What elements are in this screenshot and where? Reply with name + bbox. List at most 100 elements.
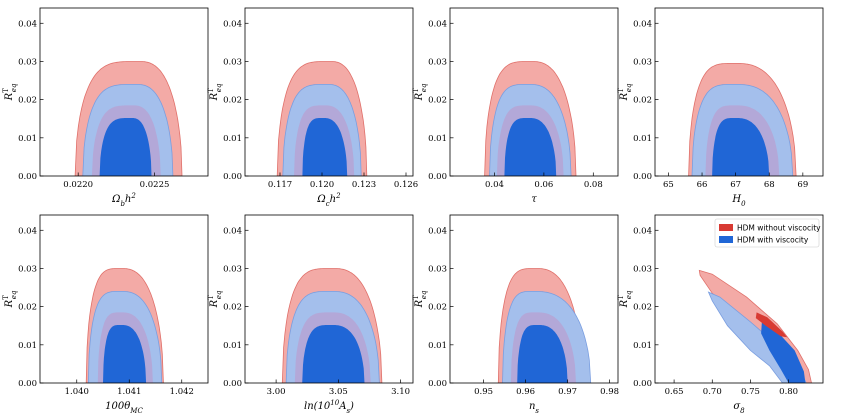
x-axis-label: H0 — [731, 194, 746, 208]
x-tick-label: 0.123 — [352, 180, 376, 190]
y-tick-label: 0.00 — [428, 379, 447, 389]
x-tick-label: 1.041 — [117, 387, 141, 397]
y-axis-label: RTeq — [617, 83, 633, 101]
x-axis-label: σ8 — [733, 401, 745, 415]
y-tick-label: 0.04 — [428, 226, 447, 236]
y-tick-label: 0.00 — [223, 379, 242, 389]
y-tick-label: 0.02 — [633, 303, 652, 313]
x-tick-label: 66 — [697, 180, 708, 190]
plot-area — [74, 61, 183, 176]
y-tick-label: 0.03 — [223, 264, 242, 274]
x-tick-label: 0.95 — [474, 387, 493, 397]
panel-5: 0.00 0.01 0.02 0.03 0.04 1.040 1.041 1.042 100θM… — [2, 214, 209, 415]
x-tick-label: 1.042 — [170, 387, 194, 397]
y-axis-label: RTeq — [207, 83, 223, 101]
x-tick-label: 0.75 — [741, 387, 760, 397]
y-tick-label: 0.04 — [633, 19, 652, 29]
x-tick-label: 0.80 — [779, 387, 798, 397]
y-tick-label: 0.02 — [428, 96, 447, 106]
y-tick-label: 0.04 — [428, 19, 447, 29]
y-tick-label: 0.02 — [223, 303, 242, 313]
y-tick-label: 0.03 — [428, 57, 447, 67]
x-tick-label: 0.126 — [394, 180, 418, 190]
x-tick-label: 0.117 — [268, 180, 292, 190]
axes-frame — [39, 7, 209, 177]
axes-frame — [449, 7, 619, 177]
legend-label: HDM without viscocity — [737, 224, 821, 233]
y-tick-label: 0.03 — [633, 57, 652, 67]
legend-label: HDM with viscocity — [737, 236, 809, 245]
x-tick-label: 3.05 — [329, 387, 348, 397]
y-tick-label: 0.00 — [223, 172, 242, 182]
panel-8: 0.00 0.01 0.02 0.03 0.04 0.65 0.70 0.75 0.80 σ8 RT… — [617, 214, 824, 415]
y-tick-label: 0.02 — [18, 303, 37, 313]
y-tick-label: 0.01 — [428, 134, 447, 144]
y-tick-label: 0.01 — [633, 134, 652, 144]
legend: HDM without viscocity HDM with viscocity — [714, 218, 821, 248]
panel-7: 0.00 0.01 0.02 0.03 0.04 0.95 0.96 0.97 0.98 ns RT… — [412, 214, 619, 415]
y-tick-label: 0.04 — [18, 19, 37, 29]
legend-swatch — [719, 224, 733, 231]
x-axis-label: τ — [531, 194, 537, 205]
plot-area — [688, 63, 797, 176]
y-tick-label: 0.02 — [223, 96, 242, 106]
y-tick-label: 0.00 — [18, 379, 37, 389]
x-tick-label: 0.97 — [558, 387, 577, 397]
axes-frame — [244, 7, 414, 177]
y-tick-label: 0.04 — [18, 226, 37, 236]
x-tick-label: 0.65 — [665, 387, 684, 397]
x-tick-label: 0.96 — [516, 387, 535, 397]
y-tick-label: 0.02 — [428, 303, 447, 313]
x-axis-label: 100θMC — [105, 401, 143, 415]
x-tick-label: 3.10 — [391, 387, 410, 397]
x-tick-label: 0.98 — [600, 387, 619, 397]
x-tick-label: 0.70 — [703, 387, 722, 397]
axes-frame — [654, 214, 824, 384]
x-tick-label: 0.0225 — [140, 180, 170, 190]
y-tick-label: 0.00 — [633, 172, 652, 182]
red-inner-contour — [755, 312, 788, 338]
x-tick-label: 0.120 — [310, 180, 334, 190]
y-tick-label: 0.01 — [223, 341, 242, 351]
y-axis-label: RTeq — [412, 83, 428, 101]
y-tick-label: 0.01 — [633, 341, 652, 351]
y-tick-label: 0.00 — [428, 172, 447, 182]
y-tick-label: 0.03 — [428, 264, 447, 274]
panel-1: 0.00 0.01 0.02 0.03 0.04 0.0220 0.0225 Ωbh2 RTeq — [2, 7, 209, 208]
y-tick-label: 0.04 — [633, 226, 652, 236]
y-tick-label: 0.04 — [223, 19, 242, 29]
axes-frame — [449, 214, 619, 384]
y-tick-label: 0.03 — [18, 57, 37, 67]
x-tick-label: 0.04 — [485, 180, 504, 190]
legend-swatch — [719, 236, 733, 243]
x-tick-label: 0.06 — [534, 180, 553, 190]
axes-frame — [244, 214, 414, 384]
x-tick-label: 68 — [764, 180, 775, 190]
y-axis-label: RTeq — [2, 290, 18, 308]
legend-box — [714, 218, 820, 248]
plot-area — [276, 61, 368, 176]
y-tick-label: 0.01 — [223, 134, 242, 144]
blue-inner-contour — [517, 325, 568, 383]
x-axis-label: Ωbh2 — [111, 192, 136, 208]
panel-3: 0.00 0.01 0.02 0.03 0.04 0.04 0.06 0.08 τ RTeq — [412, 7, 619, 205]
axes-frame — [39, 214, 209, 384]
panel-4: 0.00 0.01 0.02 0.03 0.04 65 66 67 68 69 H0 RTeq — [617, 7, 824, 208]
x-tick-label: 3.00 — [267, 387, 286, 397]
x-tick-label: 0.0220 — [63, 180, 93, 190]
y-tick-label: 0.01 — [18, 341, 37, 351]
plot-area — [85, 268, 164, 383]
x-tick-label: 67 — [730, 180, 741, 190]
plot-area — [497, 268, 592, 383]
y-tick-label: 0.02 — [633, 96, 652, 106]
x-axis-label: ln(1010As) — [304, 399, 354, 415]
x-tick-label: 65 — [663, 180, 674, 190]
blue-inner-contour — [302, 325, 365, 383]
x-tick-label: 1.040 — [65, 387, 89, 397]
y-tick-label: 0.00 — [18, 172, 37, 182]
y-axis-label: RTeq — [412, 290, 428, 308]
x-axis-label: ns — [529, 401, 539, 415]
plot-area — [281, 268, 383, 383]
y-tick-label: 0.04 — [223, 226, 242, 236]
